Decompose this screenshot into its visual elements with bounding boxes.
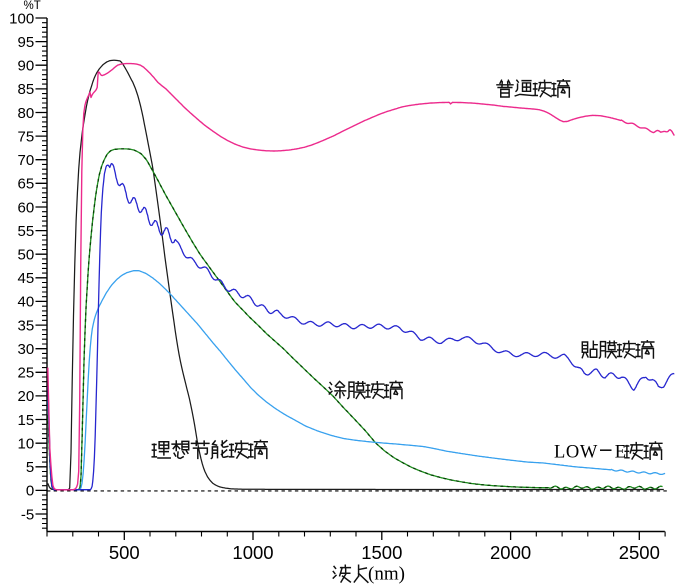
svg-text:45: 45 xyxy=(18,270,35,287)
svg-text:55: 55 xyxy=(18,223,35,240)
svg-text:30: 30 xyxy=(18,341,35,358)
svg-text:75: 75 xyxy=(18,128,35,145)
svg-text:25: 25 xyxy=(18,365,35,382)
svg-text:0: 0 xyxy=(26,483,34,500)
svg-text:70: 70 xyxy=(18,152,35,169)
svg-text:5: 5 xyxy=(26,459,34,476)
svg-text:100: 100 xyxy=(9,10,34,27)
svg-text:50: 50 xyxy=(18,247,35,264)
svg-text:15: 15 xyxy=(18,412,35,429)
svg-text:E: E xyxy=(615,443,626,463)
svg-text:20: 20 xyxy=(18,388,35,405)
svg-text:65: 65 xyxy=(18,176,35,193)
svg-text:2000: 2000 xyxy=(490,542,531,563)
svg-text:LOW: LOW xyxy=(554,443,598,463)
svg-text:(nm): (nm) xyxy=(368,564,405,585)
svg-text:-5: -5 xyxy=(21,506,34,523)
svg-text:80: 80 xyxy=(18,105,35,122)
svg-text:85: 85 xyxy=(18,81,35,98)
svg-text:500: 500 xyxy=(109,542,140,563)
svg-text:1500: 1500 xyxy=(361,542,402,563)
svg-text:10: 10 xyxy=(18,436,35,453)
svg-text:95: 95 xyxy=(18,34,35,51)
svg-text:35: 35 xyxy=(18,317,35,334)
svg-text:2500: 2500 xyxy=(619,542,660,563)
svg-text:40: 40 xyxy=(18,294,35,311)
svg-text:%T: %T xyxy=(24,0,41,12)
svg-text:1000: 1000 xyxy=(232,542,273,563)
svg-text:60: 60 xyxy=(18,199,35,216)
svg-text:90: 90 xyxy=(18,58,35,75)
